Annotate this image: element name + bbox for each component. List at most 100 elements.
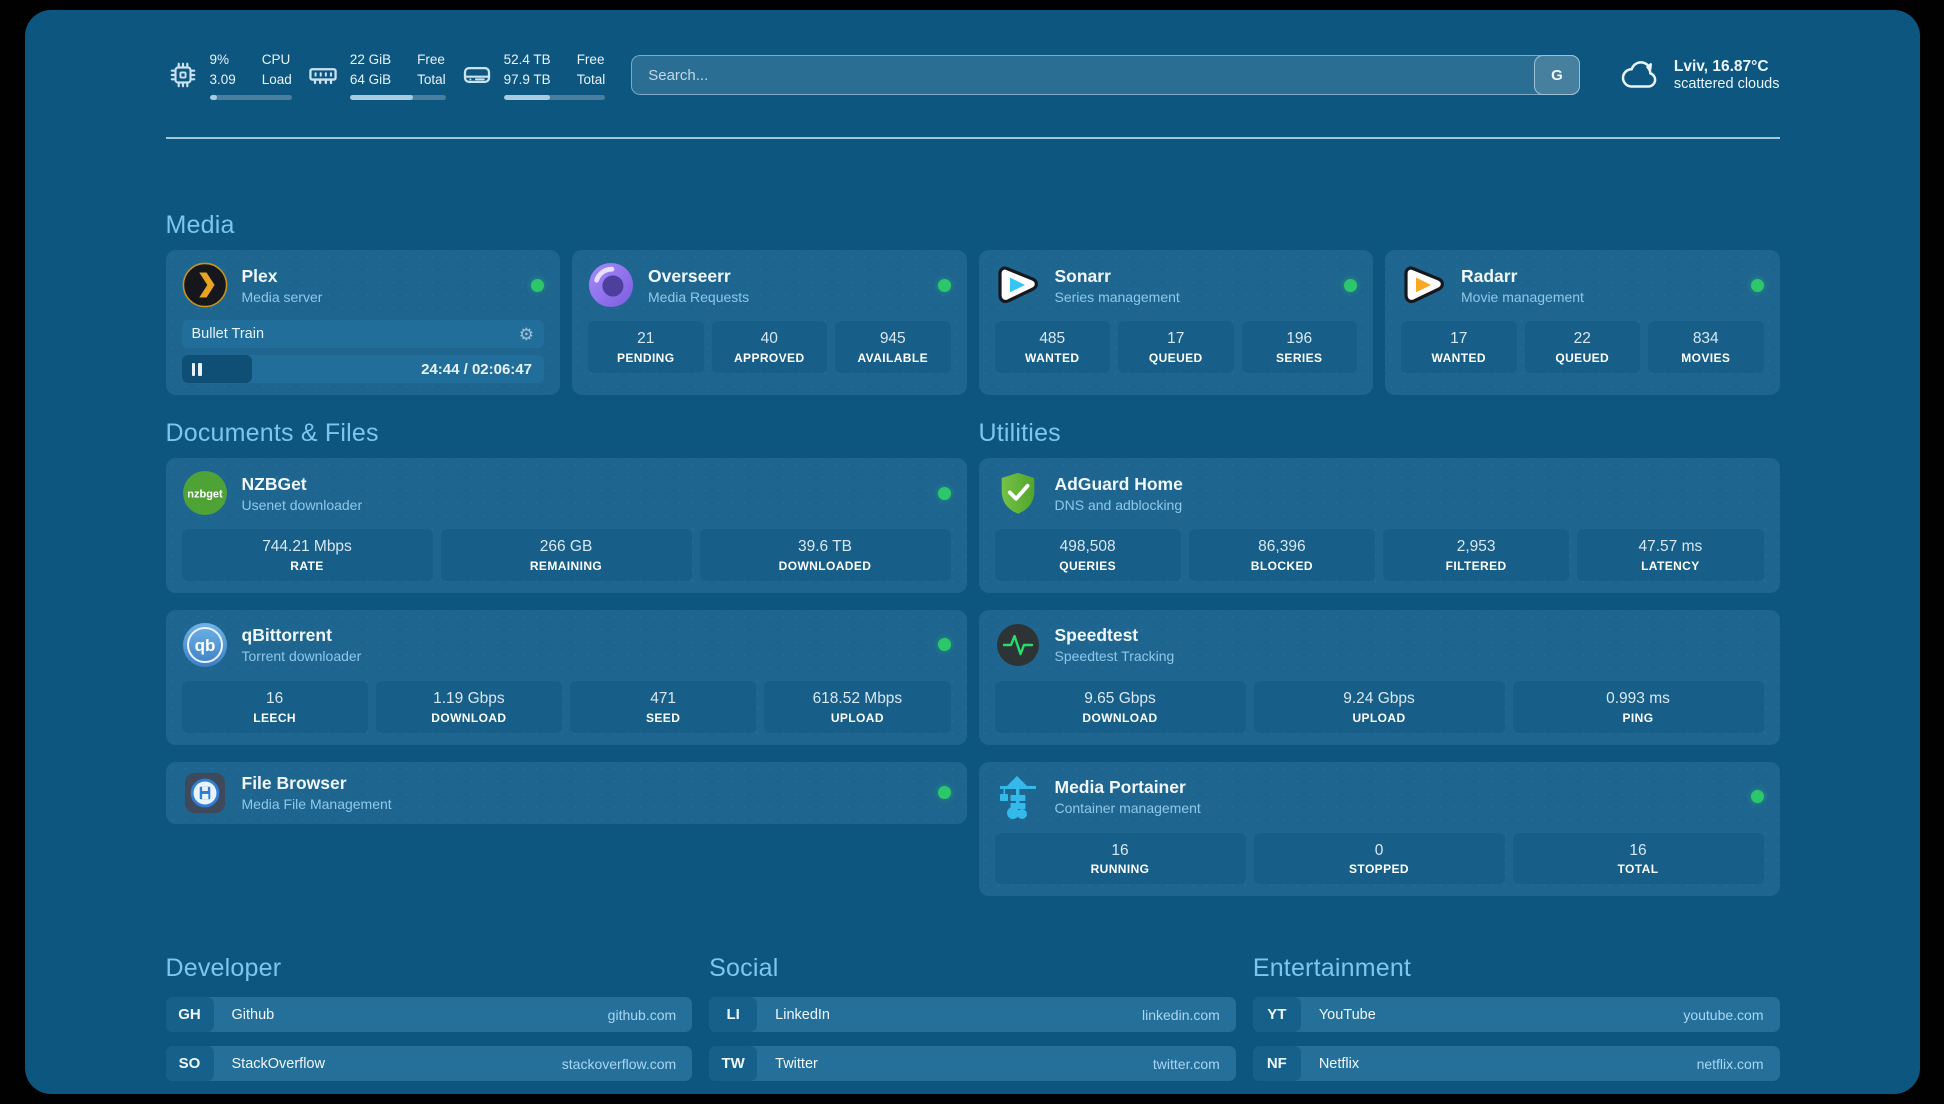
- bookmark-netflix[interactable]: NF Netflix netflix.com: [1252, 1046, 1780, 1082]
- stat-queries: 498,508 QUERIES: [994, 529, 1181, 581]
- ram-labels: Free Total: [417, 52, 446, 87]
- stat-wanted: 485 WANTED: [994, 321, 1110, 373]
- app-card-sonarr[interactable]: Sonarr Series management 485 WANTED 17 Q…: [978, 250, 1373, 396]
- bookmark-name: LinkedIn: [775, 1006, 830, 1023]
- system-stats: 9% 3.09 CPU Load: [166, 50, 606, 101]
- section-heading-media: Media: [165, 211, 235, 240]
- app-card-adguard[interactable]: AdGuard Home DNS and adblocking 498,508 …: [978, 458, 1780, 593]
- app-card-radarr[interactable]: Radarr Movie management 17 WANTED 22 QUE…: [1385, 250, 1780, 396]
- status-dot: [1750, 278, 1764, 292]
- search-input[interactable]: [632, 66, 1534, 84]
- ram-values: 22 GiB 64 GiB: [350, 50, 391, 89]
- cloud-icon: [1620, 58, 1662, 92]
- app-desc: Media File Management: [241, 796, 392, 812]
- bookmark-url: youtube.com: [1683, 1006, 1764, 1023]
- app-card-nzbget[interactable]: nzbget NZBGet Usenet downloader 74: [165, 458, 967, 593]
- topbar: 9% 3.09 CPU Load: [166, 50, 1780, 101]
- app-card-filebrowser[interactable]: File Browser Media File Management: [165, 761, 967, 824]
- disk-icon: [460, 58, 494, 92]
- stat-wanted: 17 WANTED: [1401, 321, 1517, 373]
- stat-downloaded: 39.6 TB DOWNLOADED: [699, 529, 951, 581]
- app-desc: Movie management: [1461, 288, 1584, 305]
- dashboard: 9% 3.09 CPU Load: [25, 10, 1920, 1094]
- svg-text:nzbget: nzbget: [187, 489, 223, 501]
- cpu-percent: 9%: [209, 52, 230, 67]
- speedtest-icon: [995, 622, 1041, 668]
- stat-download: 1.19 Gbps DOWNLOAD: [375, 680, 562, 733]
- now-playing-title: Bullet Train: [191, 326, 265, 343]
- app-desc: DNS and adblocking: [1054, 496, 1183, 513]
- bookmark-linkedin[interactable]: LI LinkedIn linkedin.com: [709, 997, 1236, 1033]
- app-card-overseerr[interactable]: Overseerr Media Requests 21 PENDING 40 A…: [572, 250, 967, 396]
- disk-total: 97.9 TB: [503, 71, 551, 87]
- app-name: Sonarr: [1054, 265, 1111, 286]
- stat-blocked: 86,396 BLOCKED: [1188, 529, 1375, 581]
- stat-queued: 17 QUEUED: [1118, 321, 1234, 373]
- bookmark-group-social: Social LI LinkedIn linkedin.com TW Twitt…: [709, 954, 1236, 1082]
- gear-icon[interactable]: ⚙: [518, 324, 534, 344]
- app-desc: Torrent downloader: [241, 648, 362, 665]
- bookmark-stackoverflow[interactable]: SO StackOverflow stackoverflow.com: [165, 1046, 693, 1082]
- radarr-icon: [1401, 262, 1447, 308]
- adguard-icon: [995, 470, 1041, 516]
- portainer-icon: [995, 774, 1041, 820]
- app-desc: Series management: [1054, 288, 1180, 305]
- search-engine-button[interactable]: G: [1533, 55, 1580, 96]
- bookmark-url: netflix.com: [1696, 1055, 1764, 1072]
- pause-icon[interactable]: [191, 362, 202, 376]
- search-bar[interactable]: G: [631, 55, 1580, 96]
- status-dot: [1750, 790, 1764, 803]
- bookmark-twitter[interactable]: TW Twitter twitter.com: [709, 1046, 1236, 1082]
- stat-leech: 16 LEECH: [181, 680, 368, 733]
- weather-location-temp: Lviv, 16.87°C: [1673, 58, 1769, 76]
- app-desc: Media Requests: [648, 288, 750, 305]
- bookmark-url: github.com: [607, 1006, 677, 1023]
- app-card-speedtest[interactable]: Speedtest Speedtest Tracking 9.65 Gbps D…: [978, 609, 1780, 745]
- disk-free: 52.4 TB: [503, 52, 551, 67]
- app-card-plex[interactable]: Plex Media server Bullet Train ⚙ 24:44: [165, 250, 560, 396]
- stat-approved: 40 APPROVED: [711, 321, 827, 373]
- svg-text:qb: qb: [194, 636, 215, 655]
- app-name: Speedtest: [1054, 625, 1139, 646]
- weather-widget: Lviv, 16.87°C scattered clouds: [1620, 58, 1780, 92]
- app-desc: Container management: [1054, 800, 1201, 816]
- bookmark-abbr: SO: [165, 1046, 214, 1082]
- weather-condition: scattered clouds: [1673, 76, 1780, 93]
- bookmark-youtube[interactable]: YT YouTube youtube.com: [1252, 997, 1780, 1033]
- status-dot: [531, 278, 544, 292]
- bookmark-name: Netflix: [1318, 1055, 1360, 1072]
- disk-labels: Free Total: [576, 52, 606, 87]
- app-name: qBittorrent: [241, 625, 332, 646]
- qbittorrent-icon: qb: [182, 622, 228, 668]
- app-name: Media Portainer: [1054, 777, 1186, 797]
- cpu-load-value: 3.09: [209, 71, 236, 87]
- disk-progressbar: [503, 95, 606, 101]
- playback-progressbar[interactable]: 24:44 / 02:06:47: [181, 355, 544, 384]
- section-heading-documents: Documents & Files: [165, 419, 379, 448]
- app-name: Radarr: [1461, 265, 1518, 286]
- overseerr-icon: [588, 262, 634, 308]
- stat-stopped: 0 STOPPED: [1253, 832, 1505, 885]
- stat-seed: 471 SEED: [570, 680, 757, 733]
- bookmark-github[interactable]: GH Github github.com: [165, 997, 693, 1033]
- stat-pending: 21 PENDING: [588, 321, 704, 373]
- bookmark-heading-social: Social: [709, 954, 779, 983]
- stat-remaining: 266 GB REMAINING: [440, 529, 692, 581]
- stat-ping: 0.993 ms PING: [1512, 680, 1764, 733]
- bookmark-group-entertainment: Entertainment YT YouTube youtube.com NF …: [1252, 954, 1780, 1094]
- stat-available: 945 AVAILABLE: [835, 321, 951, 373]
- bookmark-abbr: GH: [165, 997, 214, 1033]
- stat-filtered: 2,953 FILTERED: [1383, 529, 1570, 581]
- section-documents: Documents & Files nzbget: [165, 419, 967, 824]
- sonarr-icon: [995, 262, 1041, 308]
- cpu-progressbar: [209, 95, 292, 101]
- app-card-portainer[interactable]: Media Portainer Container management 16 …: [978, 761, 1780, 897]
- playback-time: 24:44 / 02:06:47: [421, 360, 532, 378]
- app-card-qbittorrent[interactable]: qb qBittorrent Torrent downloader: [165, 609, 967, 745]
- app-desc: Media server: [241, 288, 323, 305]
- cpu-labels: CPU Load: [261, 52, 292, 87]
- app-desc: Speedtest Tracking: [1054, 648, 1175, 665]
- bookmark-abbr: TW: [709, 1046, 758, 1082]
- stat-upload: 9.24 Gbps UPLOAD: [1253, 680, 1505, 733]
- disk-values: 52.4 TB 97.9 TB: [504, 50, 551, 89]
